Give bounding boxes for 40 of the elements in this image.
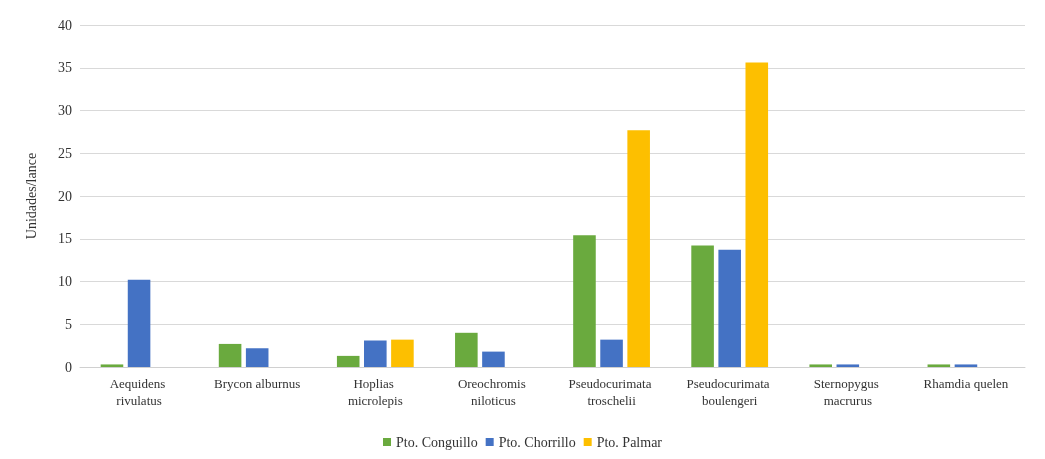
legend-label: Pto. Palmar: [596, 434, 663, 450]
legend-label: Pto. Conguillo: [395, 434, 478, 450]
bar: [482, 351, 505, 367]
x-tick-label: Pseudocurimata boulengeri: [686, 376, 773, 408]
y-tick-label: 5: [65, 316, 72, 332]
bar: [691, 245, 714, 367]
x-tick-label: Brycon alburnus: [214, 376, 301, 391]
bar: [455, 332, 478, 367]
bar: [391, 339, 414, 367]
bar: [336, 355, 360, 367]
y-tick-label: 35: [58, 60, 72, 76]
bar: [100, 364, 124, 367]
bar: [364, 340, 387, 367]
x-tick-label: Sternopygus macrurus: [813, 376, 882, 408]
bar: [600, 339, 623, 367]
x-tick-label: Oreochromis niloticus: [457, 376, 529, 408]
bar: [809, 364, 832, 367]
bar: [745, 62, 769, 367]
legend-label: Pto. Chorrillo: [498, 434, 576, 450]
x-tick-label: Pseudocurimata troschelii: [568, 376, 655, 408]
y-axis-title: Unidades/lance: [23, 152, 39, 240]
bar: [927, 364, 951, 367]
y-tick-label: 10: [58, 274, 72, 289]
bar: [954, 364, 978, 367]
y-tick-label: 20: [58, 188, 72, 204]
x-tick-label: Hoplias microlepis: [347, 376, 403, 408]
x-tick-label: Rhamdia quelen: [923, 376, 1009, 391]
y-tick-label: 0: [65, 359, 72, 375]
y-tick-label: 25: [58, 145, 72, 161]
bar: [718, 249, 741, 367]
y-tick-label: 15: [58, 231, 72, 247]
bar: [218, 343, 242, 367]
bar: [627, 130, 650, 367]
bar: [836, 364, 860, 367]
y-tick-label: 30: [58, 103, 72, 118]
x-tick-label: Aequidens rivulatus: [109, 376, 169, 408]
bar: [245, 348, 269, 367]
bar: [127, 279, 151, 367]
bar: [573, 235, 596, 367]
y-tick-label: 40: [58, 17, 72, 33]
